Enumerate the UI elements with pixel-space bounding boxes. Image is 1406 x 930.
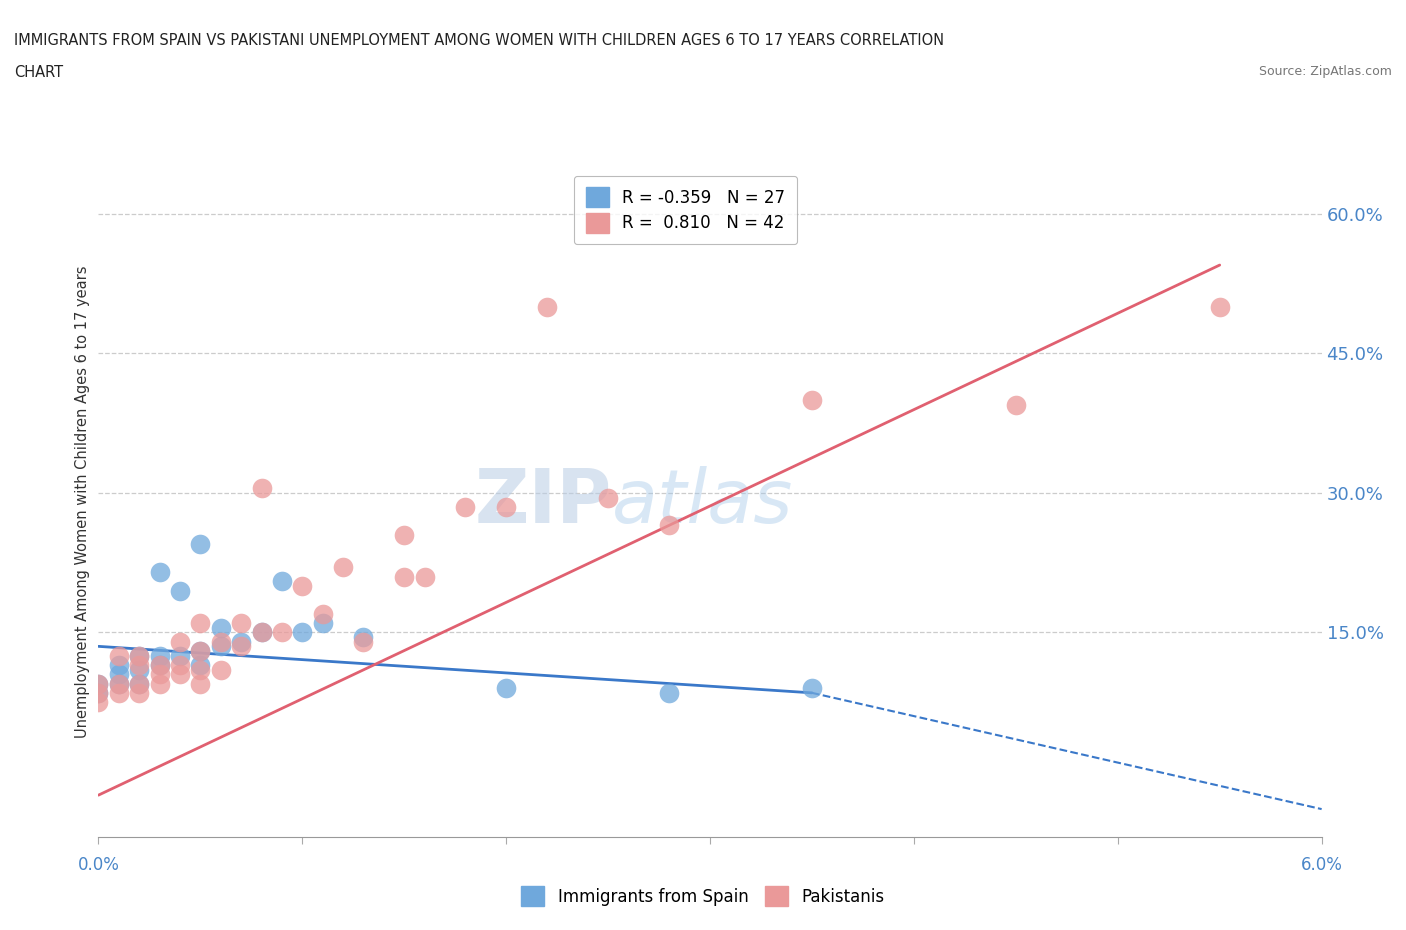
Point [169, 634, 191, 649]
Point [495, 681, 517, 696]
Point [108, 667, 131, 682]
Point [87, 685, 110, 700]
Point [495, 499, 517, 514]
Point [188, 616, 212, 631]
Legend: R = -0.359   N = 27, R =  0.810   N = 42: R = -0.359 N = 27, R = 0.810 N = 42 [574, 176, 797, 245]
Point [250, 481, 273, 496]
Point [231, 639, 253, 654]
Point [87, 676, 110, 691]
Text: IMMIGRANTS FROM SPAIN VS PAKISTANI UNEMPLOYMENT AMONG WOMEN WITH CHILDREN AGES 6: IMMIGRANTS FROM SPAIN VS PAKISTANI UNEMP… [14, 33, 945, 47]
Point [311, 606, 335, 621]
Point [392, 569, 416, 584]
Point [108, 685, 131, 700]
Point [128, 658, 150, 672]
Point [270, 625, 292, 640]
Point [332, 560, 354, 575]
Point [536, 299, 558, 314]
Point [188, 644, 212, 658]
Point [149, 676, 172, 691]
Point [188, 537, 212, 551]
Point [250, 625, 273, 640]
Point [149, 648, 172, 663]
Point [169, 583, 191, 598]
Point [149, 565, 172, 579]
Point [188, 676, 212, 691]
Point [128, 648, 150, 663]
Point [209, 662, 232, 677]
Y-axis label: Unemployment Among Women with Children Ages 6 to 17 years: Unemployment Among Women with Children A… [75, 266, 90, 738]
Point [108, 648, 131, 663]
Point [108, 676, 131, 691]
Point [128, 676, 150, 691]
Legend: Immigrants from Spain, Pakistanis: Immigrants from Spain, Pakistanis [515, 880, 891, 912]
Point [658, 518, 681, 533]
Point [392, 527, 416, 542]
Text: Source: ZipAtlas.com: Source: ZipAtlas.com [1258, 65, 1392, 78]
Point [128, 676, 150, 691]
Point [108, 658, 131, 672]
Point [352, 634, 374, 649]
Text: CHART: CHART [14, 65, 63, 80]
Point [149, 658, 172, 672]
Point [1208, 299, 1232, 314]
Point [250, 625, 273, 640]
Point [188, 644, 212, 658]
Point [209, 620, 232, 635]
Text: 0.0%: 0.0% [77, 856, 120, 873]
Point [188, 658, 212, 672]
Point [169, 667, 191, 682]
Point [231, 616, 253, 631]
Text: ZIP: ZIP [475, 466, 612, 538]
Point [658, 685, 681, 700]
Point [352, 630, 374, 644]
Point [413, 569, 436, 584]
Point [149, 667, 172, 682]
Point [801, 392, 824, 407]
Point [291, 625, 314, 640]
Point [149, 658, 172, 672]
Point [1004, 397, 1026, 412]
Point [87, 685, 110, 700]
Point [209, 639, 232, 654]
Point [598, 490, 620, 505]
Point [108, 676, 131, 691]
Point [291, 578, 314, 593]
Point [128, 685, 150, 700]
Point [801, 681, 824, 696]
Point [270, 574, 292, 589]
Text: atlas: atlas [612, 466, 793, 538]
Point [169, 648, 191, 663]
Point [169, 658, 191, 672]
Point [87, 676, 110, 691]
Point [188, 662, 212, 677]
Point [128, 648, 150, 663]
Text: 6.0%: 6.0% [1301, 856, 1343, 873]
Point [231, 634, 253, 649]
Point [454, 499, 477, 514]
Point [209, 634, 232, 649]
Point [128, 662, 150, 677]
Point [311, 616, 335, 631]
Point [87, 695, 110, 710]
